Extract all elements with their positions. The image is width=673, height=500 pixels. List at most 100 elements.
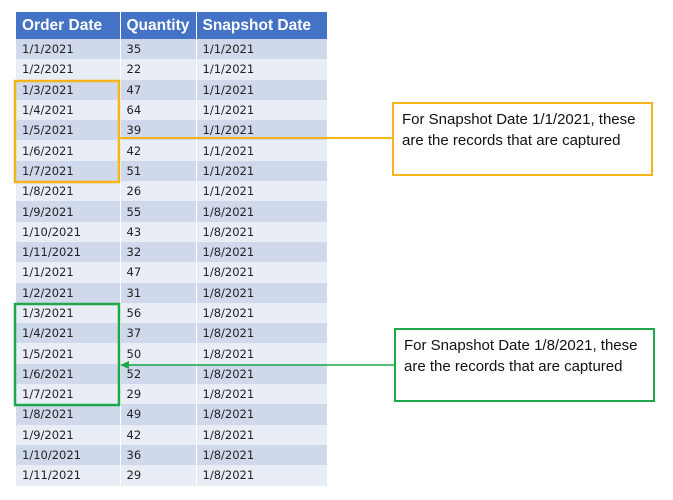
table-row: 1/6/2021 42 1/1/2021 [16, 140, 327, 161]
table-row: 1/1/2021 35 1/1/2021 [16, 39, 327, 60]
snapshot-date-cell: 1/8/2021 [196, 465, 327, 486]
quantity-cell: 42 [120, 424, 197, 445]
quantity-cell: 43 [120, 221, 197, 242]
order-date-cell: 1/10/2021 [16, 444, 121, 466]
quantity-cell: 22 [120, 59, 197, 80]
table-row: 1/7/2021 29 1/8/2021 [16, 384, 327, 405]
order-date-cell: 1/6/2021 [16, 363, 121, 385]
table-row: 1/3/2021 47 1/1/2021 [16, 79, 327, 100]
callout-snapshot-1: For Snapshot Date 1/1/2021, these are th… [392, 102, 653, 176]
quantity-cell: 39 [120, 120, 197, 141]
order-date-cell: 1/4/2021 [16, 323, 121, 344]
table-row: 1/7/2021 51 1/1/2021 [16, 160, 327, 182]
callout-snapshot-2: For Snapshot Date 1/8/2021, these are th… [394, 328, 655, 402]
table-header-row: Order Date Quantity Snapshot Date [16, 12, 327, 39]
highlight-box-snapshot-1 [13, 79, 121, 184]
snapshot-date-cell: 1/1/2021 [196, 79, 327, 100]
snapshot-date-cell: 1/8/2021 [196, 343, 327, 364]
table-row: 1/2/2021 31 1/8/2021 [16, 282, 327, 303]
order-date-cell: 1/7/2021 [16, 384, 121, 405]
quantity-cell: 51 [120, 160, 197, 182]
quantity-cell: 32 [120, 241, 197, 263]
order-date-cell: 1/1/2021 [16, 39, 121, 60]
snapshot-date-cell: 1/8/2021 [196, 241, 327, 263]
snapshot-date-cell: 1/1/2021 [196, 59, 327, 80]
quantity-cell: 26 [120, 181, 197, 202]
quantity-cell: 56 [120, 302, 197, 324]
table-row: 1/8/2021 49 1/8/2021 [16, 404, 327, 425]
highlight-box-snapshot-2 [13, 302, 121, 407]
table-row: 1/5/2021 50 1/8/2021 [16, 343, 327, 364]
table-row: 1/5/2021 39 1/1/2021 [16, 120, 327, 141]
snapshot-date-cell: 1/8/2021 [196, 262, 327, 283]
connector-arrowhead-snapshot-2 [120, 361, 129, 369]
order-date-cell: 1/10/2021 [16, 221, 121, 242]
table-row: 1/8/2021 26 1/1/2021 [16, 181, 327, 202]
order-date-cell: 1/2/2021 [16, 282, 121, 303]
quantity-cell: 29 [120, 465, 197, 486]
quantity-cell: 35 [120, 39, 197, 60]
snapshot-date-cell: 1/1/2021 [196, 120, 327, 141]
order-date-cell: 1/4/2021 [16, 99, 121, 121]
order-date-cell: 1/9/2021 [16, 424, 121, 445]
table-row: 1/1/2021 47 1/8/2021 [16, 262, 327, 283]
order-date-cell: 1/8/2021 [16, 404, 121, 425]
quantity-cell: 55 [120, 201, 197, 222]
table-row: 1/10/2021 43 1/8/2021 [16, 221, 327, 242]
snapshot-date-cell: 1/8/2021 [196, 384, 327, 405]
snapshot-date-cell: 1/8/2021 [196, 201, 327, 222]
header-snapshot-date: Snapshot Date [196, 12, 327, 39]
callout-snapshot-1-text: For Snapshot Date 1/1/2021, these are th… [402, 111, 636, 149]
header-quantity: Quantity [120, 12, 197, 39]
order-date-cell: 1/5/2021 [16, 120, 121, 141]
quantity-cell: 52 [120, 363, 197, 385]
snapshot-date-cell: 1/8/2021 [196, 363, 327, 385]
quantity-cell: 49 [120, 404, 197, 425]
order-date-cell: 1/2/2021 [16, 59, 121, 80]
order-date-cell: 1/11/2021 [16, 241, 121, 263]
quantity-cell: 47 [120, 79, 197, 100]
table-row: 1/11/2021 29 1/8/2021 [16, 465, 327, 486]
table-row: 1/9/2021 42 1/8/2021 [16, 424, 327, 445]
order-date-cell: 1/8/2021 [16, 181, 121, 202]
quantity-cell: 47 [120, 262, 197, 283]
snapshot-date-cell: 1/1/2021 [196, 99, 327, 121]
quantity-cell: 37 [120, 323, 197, 344]
table-row: 1/10/2021 36 1/8/2021 [16, 444, 327, 466]
snapshot-date-cell: 1/8/2021 [196, 282, 327, 303]
quantity-cell: 29 [120, 384, 197, 405]
snapshot-date-cell: 1/8/2021 [196, 424, 327, 445]
snapshot-date-cell: 1/8/2021 [196, 221, 327, 242]
order-date-cell: 1/9/2021 [16, 201, 121, 222]
snapshot-date-cell: 1/8/2021 [196, 404, 327, 425]
callout-snapshot-2-text: For Snapshot Date 1/8/2021, these are th… [404, 337, 638, 375]
order-date-cell: 1/6/2021 [16, 140, 121, 161]
order-date-cell: 1/3/2021 [16, 302, 121, 324]
snapshot-date-cell: 1/8/2021 [196, 444, 327, 466]
table-row: 1/2/2021 22 1/1/2021 [16, 59, 327, 80]
snapshot-date-cell: 1/1/2021 [196, 39, 327, 60]
table-row: 1/4/2021 37 1/8/2021 [16, 323, 327, 344]
quantity-cell: 64 [120, 99, 197, 121]
quantity-cell: 42 [120, 140, 197, 161]
table-row: 1/3/2021 56 1/8/2021 [16, 302, 327, 324]
quantity-cell: 50 [120, 343, 197, 364]
snapshot-date-cell: 1/8/2021 [196, 302, 327, 324]
quantity-cell: 36 [120, 444, 197, 466]
header-order-date: Order Date [16, 12, 121, 39]
snapshot-date-cell: 1/1/2021 [196, 160, 327, 182]
snapshot-table: Order Date Quantity Snapshot Date 1/1/20… [16, 12, 327, 486]
snapshot-date-cell: 1/1/2021 [196, 140, 327, 161]
table-row: 1/11/2021 32 1/8/2021 [16, 241, 327, 263]
order-date-cell: 1/11/2021 [16, 465, 121, 486]
quantity-cell: 31 [120, 282, 197, 303]
snapshot-date-cell: 1/8/2021 [196, 323, 327, 344]
table-row: 1/9/2021 55 1/8/2021 [16, 201, 327, 222]
table-body: 1/1/2021 35 1/1/2021 1/2/2021 22 1/1/2021 1/3/… [16, 39, 327, 486]
order-date-cell: 1/7/2021 [16, 160, 121, 182]
order-date-cell: 1/5/2021 [16, 343, 121, 364]
snapshot-date-cell: 1/1/2021 [196, 181, 327, 202]
table-row: 1/4/2021 64 1/1/2021 [16, 99, 327, 121]
table-row: 1/6/2021 52 1/8/2021 [16, 363, 327, 385]
